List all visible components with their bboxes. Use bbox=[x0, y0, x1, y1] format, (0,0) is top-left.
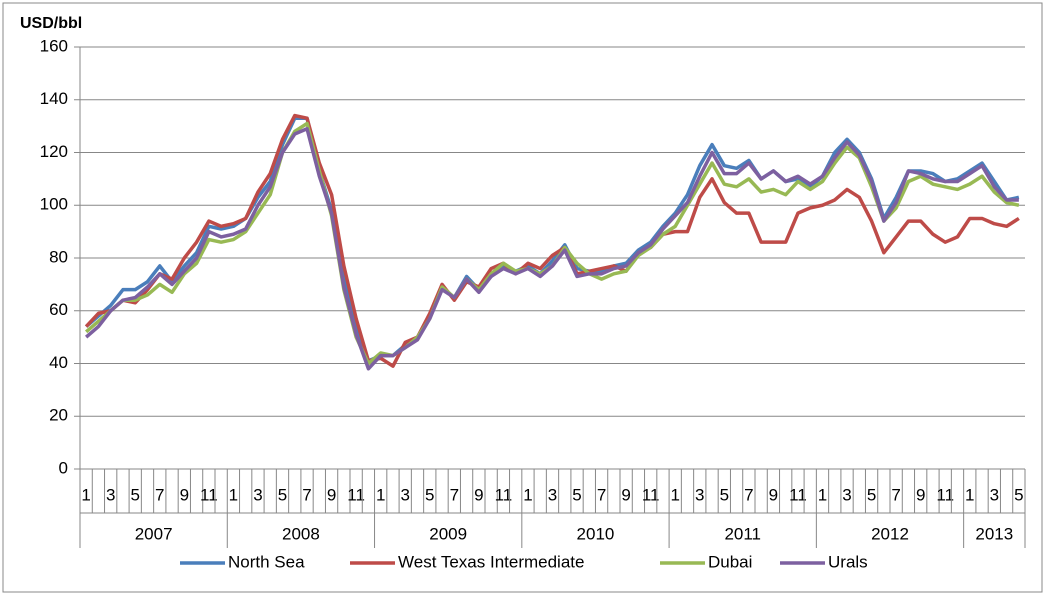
x-tick-label: 5 bbox=[720, 485, 729, 504]
x-tick-label: 5 bbox=[867, 485, 876, 504]
x-tick-label: 11 bbox=[495, 485, 513, 504]
x-tick-label: 5 bbox=[425, 485, 434, 504]
x-tick-label: 11 bbox=[200, 485, 218, 504]
x-tick-label: 11 bbox=[347, 485, 365, 504]
x-tick-label: 9 bbox=[769, 485, 778, 504]
x-tick-label: 3 bbox=[106, 485, 115, 504]
year-label: 2013 bbox=[975, 524, 1013, 543]
x-tick-label: 3 bbox=[253, 485, 262, 504]
y-axis-label: USD/bbl bbox=[20, 15, 82, 32]
year-label: 2011 bbox=[724, 524, 761, 543]
x-tick-label: 9 bbox=[327, 485, 336, 504]
x-tick-label: 9 bbox=[180, 485, 189, 504]
y-tick-label: 80 bbox=[49, 247, 68, 266]
x-tick-label: 11 bbox=[936, 485, 954, 504]
x-tick-label: 7 bbox=[450, 485, 459, 504]
year-label: 2009 bbox=[429, 524, 467, 543]
x-tick-label: 5 bbox=[572, 485, 581, 504]
x-tick-label: 3 bbox=[990, 485, 999, 504]
x-tick-label: 1 bbox=[81, 485, 90, 504]
series-line bbox=[84, 113, 1020, 368]
year-label: 2007 bbox=[135, 524, 173, 543]
x-tick-label: 7 bbox=[597, 485, 606, 504]
x-tick-label: 7 bbox=[891, 485, 900, 504]
y-tick-label: 140 bbox=[40, 89, 68, 108]
x-tick-label: 3 bbox=[400, 485, 409, 504]
x-tick-label: 5 bbox=[278, 485, 287, 504]
year-label: 2010 bbox=[577, 524, 615, 543]
x-tick-label: 9 bbox=[916, 485, 925, 504]
x-tick-label: 1 bbox=[229, 485, 238, 504]
x-tick-label: 7 bbox=[155, 485, 164, 504]
x-tick-label: 1 bbox=[523, 485, 532, 504]
x-tick-label: 3 bbox=[842, 485, 851, 504]
legend-label: Urals bbox=[828, 552, 868, 571]
x-tick-label: 3 bbox=[548, 485, 557, 504]
y-tick-label: 20 bbox=[49, 406, 68, 425]
year-label: 2008 bbox=[282, 524, 320, 543]
y-tick-label: 40 bbox=[49, 353, 68, 372]
x-tick-label: 7 bbox=[302, 485, 311, 504]
y-tick-label: 100 bbox=[40, 195, 68, 214]
y-tick-label: 120 bbox=[40, 142, 68, 161]
year-label: 2012 bbox=[871, 524, 909, 543]
x-tick-label: 3 bbox=[695, 485, 704, 504]
x-tick-label: 9 bbox=[621, 485, 630, 504]
x-tick-label: 1 bbox=[376, 485, 385, 504]
x-tick-label: 1 bbox=[818, 485, 827, 504]
x-tick-label: 1 bbox=[965, 485, 974, 504]
x-tick-label: 11 bbox=[642, 485, 660, 504]
y-tick-label: 60 bbox=[49, 300, 68, 319]
legend-label: North Sea bbox=[228, 552, 305, 571]
x-tick-label: 5 bbox=[130, 485, 139, 504]
x-tick-label: 9 bbox=[474, 485, 483, 504]
y-tick-label: 160 bbox=[40, 36, 68, 55]
series-line bbox=[84, 127, 1019, 371]
x-tick-label: 11 bbox=[789, 485, 807, 504]
x-tick-label: 7 bbox=[744, 485, 753, 504]
y-tick-label: 0 bbox=[59, 458, 68, 477]
x-tick-label: 5 bbox=[1014, 485, 1023, 504]
x-tick-label: 1 bbox=[670, 485, 679, 504]
legend-label: West Texas Intermediate bbox=[398, 552, 584, 571]
legend-label: Dubai bbox=[708, 552, 752, 571]
